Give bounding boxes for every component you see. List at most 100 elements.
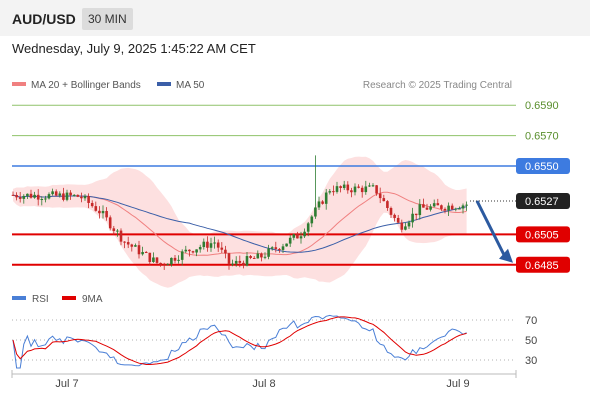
current-price-label: 0.6527 (525, 196, 559, 208)
candle-body (234, 260, 238, 264)
candle-body (202, 241, 206, 248)
candle-body (278, 248, 281, 250)
rsi-tick-label: 30 (525, 355, 537, 367)
candle-body (450, 205, 454, 210)
x-tick-label: Jul 9 (446, 378, 469, 390)
candle-body (159, 262, 162, 265)
candle-body (346, 184, 350, 191)
candle-body (270, 247, 274, 249)
candle-body (72, 194, 76, 196)
candle-body (256, 253, 260, 259)
candle-body (184, 249, 188, 252)
candle-body (386, 201, 389, 208)
candle-body (152, 257, 155, 262)
ma20-swatch (12, 82, 26, 87)
candle-body (44, 198, 47, 200)
level-label-support: 0.6505 (525, 229, 559, 241)
candle-body (58, 193, 62, 196)
candle-body (447, 205, 450, 211)
candle-body (364, 186, 368, 193)
candle-body (195, 249, 198, 253)
projection-arrowhead (499, 248, 513, 263)
candle-body (177, 259, 180, 261)
candle-body (126, 242, 130, 245)
candle-body (101, 210, 105, 214)
candle-body (87, 196, 90, 203)
candle-body (314, 207, 317, 217)
candle-body (83, 196, 87, 199)
timeframe-badge[interactable]: 30 MIN (82, 8, 133, 30)
candle-body (36, 194, 40, 200)
candle-body (440, 205, 443, 209)
candle-body (274, 247, 278, 249)
credit-text: Research © 2025 Trading Central (362, 80, 512, 91)
current-price-badge (516, 192, 570, 209)
candle-body (15, 194, 18, 198)
candle-body (411, 213, 414, 223)
ma50-swatch (157, 82, 171, 87)
candle-body (288, 237, 292, 244)
candle-body (396, 217, 400, 223)
ma50-label: MA 50 (176, 80, 205, 91)
candle-body (69, 192, 72, 196)
candle-body (285, 243, 288, 247)
candle-body (162, 264, 166, 266)
candle-body (393, 214, 396, 218)
candle-body (263, 256, 267, 258)
candle-body (76, 194, 80, 197)
legend-ma20: MA 20 + Bollinger Bands (12, 80, 141, 91)
symbol-title: AUD/USD (12, 11, 76, 27)
level-label-pivot: 0.6550 (525, 161, 559, 173)
candle-body (378, 193, 382, 199)
candle-body (11, 194, 15, 196)
candle-body (130, 244, 134, 247)
candle-body (137, 245, 141, 255)
candle-body (108, 217, 112, 229)
candle-body (148, 252, 152, 262)
candle-body (306, 223, 310, 232)
rsi-tick-label: 70 (525, 315, 537, 327)
candle-body (231, 263, 234, 265)
candle-body (368, 185, 371, 187)
level-label-resistance: 0.6590 (525, 100, 559, 112)
candle-body (144, 252, 148, 254)
projection-arrow-line (475, 200, 507, 258)
candle-body (51, 191, 54, 195)
candle-body (33, 194, 36, 198)
candle-body (328, 191, 332, 193)
candle-body (296, 234, 299, 239)
candle-body (461, 205, 465, 209)
candle-body (317, 201, 321, 208)
candle-body (90, 202, 94, 207)
candle-body (220, 247, 224, 250)
candle-body (342, 184, 346, 189)
candle-body (112, 228, 116, 231)
candle-body (321, 201, 324, 204)
candle-body (198, 247, 202, 250)
candle-body (94, 206, 98, 211)
candle-body (339, 186, 342, 189)
candle-body (267, 248, 270, 257)
candle-body (116, 230, 119, 232)
candle-body (18, 197, 22, 199)
candle-body (245, 256, 249, 266)
legend-ma50: MA 50 (157, 80, 204, 91)
candle-body (26, 193, 29, 196)
candle-body (310, 216, 314, 224)
bollinger-band (13, 156, 467, 288)
candle-body (29, 193, 33, 198)
rsi-ma-legend-label: 9MA (82, 294, 103, 305)
candle-body (65, 192, 69, 200)
candle-body (166, 264, 170, 266)
candle-body (436, 203, 440, 206)
chart-datetime: Wednesday, July 9, 2025 1:45:22 AM CET (12, 41, 256, 56)
candle-body (292, 234, 296, 238)
candle-body (98, 210, 101, 214)
candle-body (414, 213, 418, 216)
rsi-tick-label: 50 (525, 335, 537, 347)
candle-body (47, 194, 51, 199)
candle-body (353, 186, 357, 193)
rsi-ma-swatch (62, 296, 76, 300)
ma20-label: MA 20 + Bollinger Bands (31, 80, 141, 91)
